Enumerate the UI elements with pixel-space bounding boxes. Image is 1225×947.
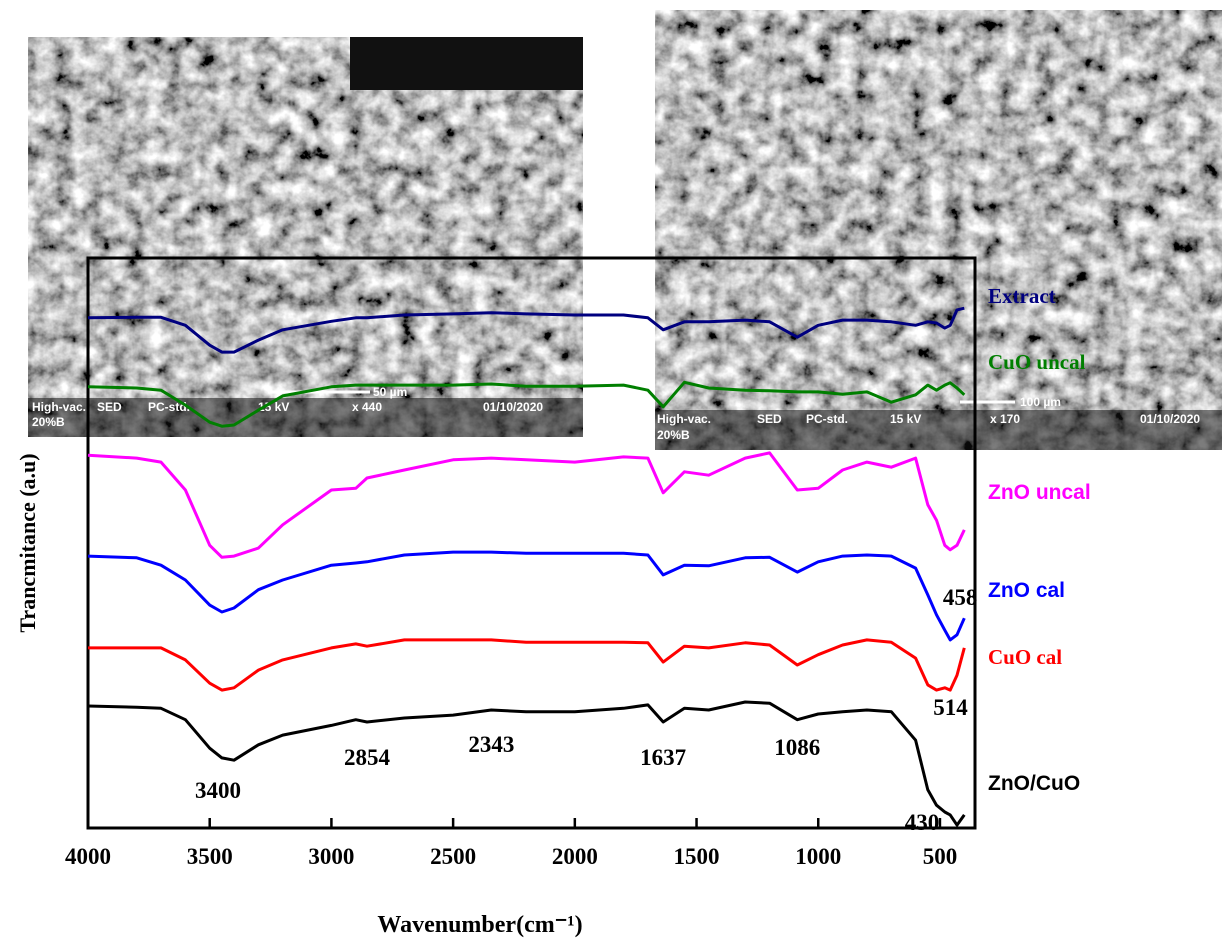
peak-label: 2343 (468, 732, 514, 757)
x-tick-label: 3500 (187, 844, 233, 869)
x-axis-label: Wavenumber(cm⁻¹) (377, 912, 582, 938)
sem-image: High-vac. SED PC-std. 15 kV x 170 01/10/2020 2… (655, 10, 1222, 450)
sem-caption: x 170 (990, 412, 1020, 426)
series-line (88, 453, 964, 557)
peak-label: 2854 (344, 745, 391, 770)
sem-scale-label: 100 µm (1020, 395, 1061, 409)
legend-label: CuO uncal (988, 350, 1086, 374)
sem-caption: 01/10/2020 (1140, 412, 1200, 426)
chart: High-vac. SED PC-std. 15 kV x 440 01/10/2020 2… (0, 0, 1225, 947)
sem-photo (28, 37, 583, 437)
sem-caption: High-vac. (657, 412, 711, 426)
x-tick-label: 4000 (65, 844, 111, 869)
sem-scale-label: 50 µm (373, 385, 407, 399)
peak-label: 1086 (774, 735, 820, 760)
sem-caption: PC-std. (148, 400, 190, 414)
peak-label: 430 (905, 810, 940, 835)
y-axis-label: Trancmitance (a.u) (15, 453, 40, 632)
x-tick-label: 500 (923, 844, 958, 869)
series-line (88, 552, 964, 640)
legend-label: ZnO/CuO (988, 772, 1080, 795)
x-tick-label: 3000 (308, 844, 354, 869)
sem-caption: SED (97, 400, 122, 414)
x-tick-label: 2000 (552, 844, 598, 869)
legend-label: ZnO cal (988, 579, 1065, 602)
sem-caption: SED (757, 412, 782, 426)
peak-label: 3400 (195, 778, 241, 803)
sem-photo (655, 10, 1222, 450)
x-tick-label: 2500 (430, 844, 476, 869)
sem-caption: PC-std. (806, 412, 848, 426)
sem-caption: 01/10/2020 (483, 400, 543, 414)
peak-label: 458 (943, 585, 978, 610)
legend-label: Extract (988, 284, 1056, 308)
sem-caption-bar (655, 410, 1222, 450)
sem-caption: 15 kV (890, 412, 921, 426)
sem-caption: 20%B (657, 428, 690, 442)
series-line (88, 640, 964, 690)
legend-label: CuO cal (988, 645, 1062, 669)
x-tick-label: 1500 (674, 844, 720, 869)
legend-label: ZnO uncal (988, 481, 1091, 504)
x-tick-label: 1000 (795, 844, 841, 869)
series-line (88, 702, 964, 825)
peak-label: 514 (933, 695, 968, 720)
sem-caption: 20%B (32, 415, 65, 429)
sem-caption: High-vac. (32, 400, 86, 414)
sem-caption: x 440 (352, 400, 382, 414)
sem-dark-band (350, 37, 583, 90)
peak-label: 1637 (640, 745, 686, 770)
